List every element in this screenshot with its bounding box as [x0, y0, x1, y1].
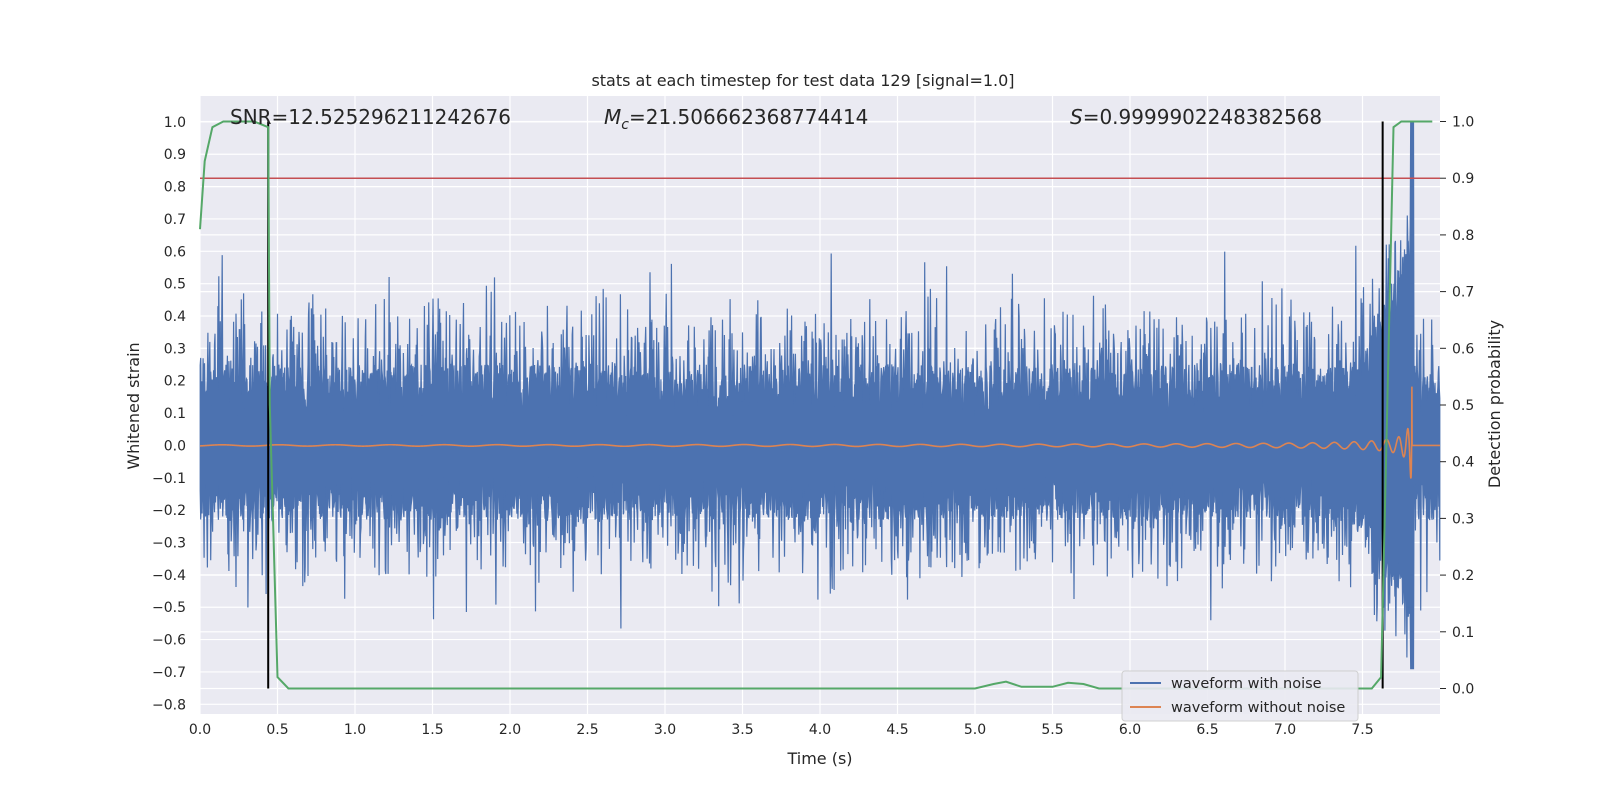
y-tick-label: −0.5: [152, 600, 186, 616]
chirp-mass-value: =21.506662368774414: [629, 105, 868, 129]
y-tick-label: 0.6: [164, 244, 186, 260]
score-symbol: S: [1070, 105, 1083, 129]
legend-label-noisy: waveform with noise: [1171, 676, 1322, 692]
y2-tick-label: 1.0: [1452, 115, 1474, 131]
chart-title: stats at each timestep for test data 129…: [591, 71, 1014, 90]
score-value: =0.9999902248382568: [1083, 105, 1322, 129]
x-tick-label: 7.5: [1351, 722, 1373, 738]
legend-box: [1121, 670, 1359, 722]
y-tick-label: −0.6: [152, 633, 186, 649]
x-tick-label: 0.0: [189, 722, 211, 738]
y-axis-label: Whitened strain: [124, 342, 143, 469]
y-tick-label: 0.0: [164, 438, 186, 454]
y2-tick-label: 0.2: [1452, 568, 1474, 584]
chirp-mass-annotation: Mc=21.506662368774414: [604, 105, 868, 133]
x-tick-label: 2.5: [576, 722, 598, 738]
y2-tick-labels: 1.0 0.9 0.8 0.7 0.6 0.5 0.4 0.3 0.2 0.1 0.0: [1440, 115, 1474, 697]
y2-tick-label: 0.5: [1452, 398, 1474, 414]
chirp-mass-subscript: c: [621, 117, 629, 133]
x-tick-label: 3.5: [731, 722, 753, 738]
x-tick-label: 6.5: [1196, 722, 1218, 738]
legend: waveform with noise waveform without noi…: [1121, 670, 1359, 722]
y-tick-label: −0.2: [152, 503, 186, 519]
y2-axis-label: Detection probability: [1485, 320, 1504, 488]
score-annotation: S=0.9999902248382568: [1070, 105, 1322, 129]
y2-tick-label: 0.6: [1452, 341, 1474, 357]
x-tick-label: 3.0: [654, 722, 676, 738]
x-tick-label: 0.5: [266, 722, 288, 738]
noisy-waveform-trace: [199, 121, 1441, 670]
y-tick-label: 0.4: [164, 309, 186, 325]
y-tick-label: 0.5: [164, 277, 186, 293]
series-waveform-without-noise: [199, 386, 1440, 479]
y-tick-label: −0.4: [152, 568, 186, 584]
y2-tick-label: 0.1: [1452, 625, 1474, 641]
y-tick-label: 0.7: [164, 212, 186, 228]
legend-label-clean: waveform without noise: [1171, 700, 1345, 716]
x-tick-label: 4.5: [886, 722, 908, 738]
y2-tick-label: 0.8: [1452, 228, 1474, 244]
y-tick-label: −0.7: [152, 665, 186, 681]
detection-overlay: [199, 120, 1440, 690]
chirp-mass-symbol: M: [604, 105, 621, 129]
x-axis-label: Time (s): [786, 749, 852, 768]
y-tick-label: 1.0: [164, 115, 186, 131]
snr-annotation: SNR=12.525296211242676: [230, 105, 511, 129]
y2-tick-label: 0.3: [1452, 511, 1474, 527]
y-tick-label: 0.3: [164, 341, 186, 357]
x-tick-label: 6.0: [1119, 722, 1141, 738]
x-tick-label: 1.5: [421, 722, 443, 738]
detection-probability-line: [199, 120, 1433, 690]
y-tick-labels: 1.0 0.9 0.8 0.7 0.6 0.5 0.4 0.3 0.2 0.1 0.0 −0.1 −0.…: [152, 115, 186, 713]
y-tick-label: −0.3: [152, 536, 186, 552]
x-tick-labels: 0.0 0.5 1.0 1.5 2.0 2.5 3.0 3.5 4.0 4.5 5.0 5.5 6.0 6…: [189, 722, 1374, 738]
x-tick-label: 1.0: [344, 722, 366, 738]
y-tick-label: −0.8: [152, 697, 186, 713]
x-tick-label: 5.0: [964, 722, 986, 738]
y-tick-label: 0.9: [164, 147, 186, 163]
x-tick-label: 2.0: [499, 722, 521, 738]
y-tick-label: 0.8: [164, 180, 186, 196]
series-waveform-with-noise: [199, 121, 1441, 670]
y2-tick-label: 0.9: [1452, 171, 1474, 187]
x-tick-label: 7.0: [1274, 722, 1296, 738]
y2-tick-label: 0.4: [1452, 455, 1474, 471]
y-tick-label: 0.2: [164, 374, 186, 390]
y-tick-label: 0.1: [164, 406, 186, 422]
y-tick-label: −0.1: [152, 471, 186, 487]
x-tick-label: 5.5: [1041, 722, 1063, 738]
clean-waveform-trace: [199, 386, 1440, 479]
x-tick-label: 4.0: [809, 722, 831, 738]
y2-tick-label: 0.7: [1452, 285, 1474, 301]
y2-tick-label: 0.0: [1452, 681, 1474, 697]
